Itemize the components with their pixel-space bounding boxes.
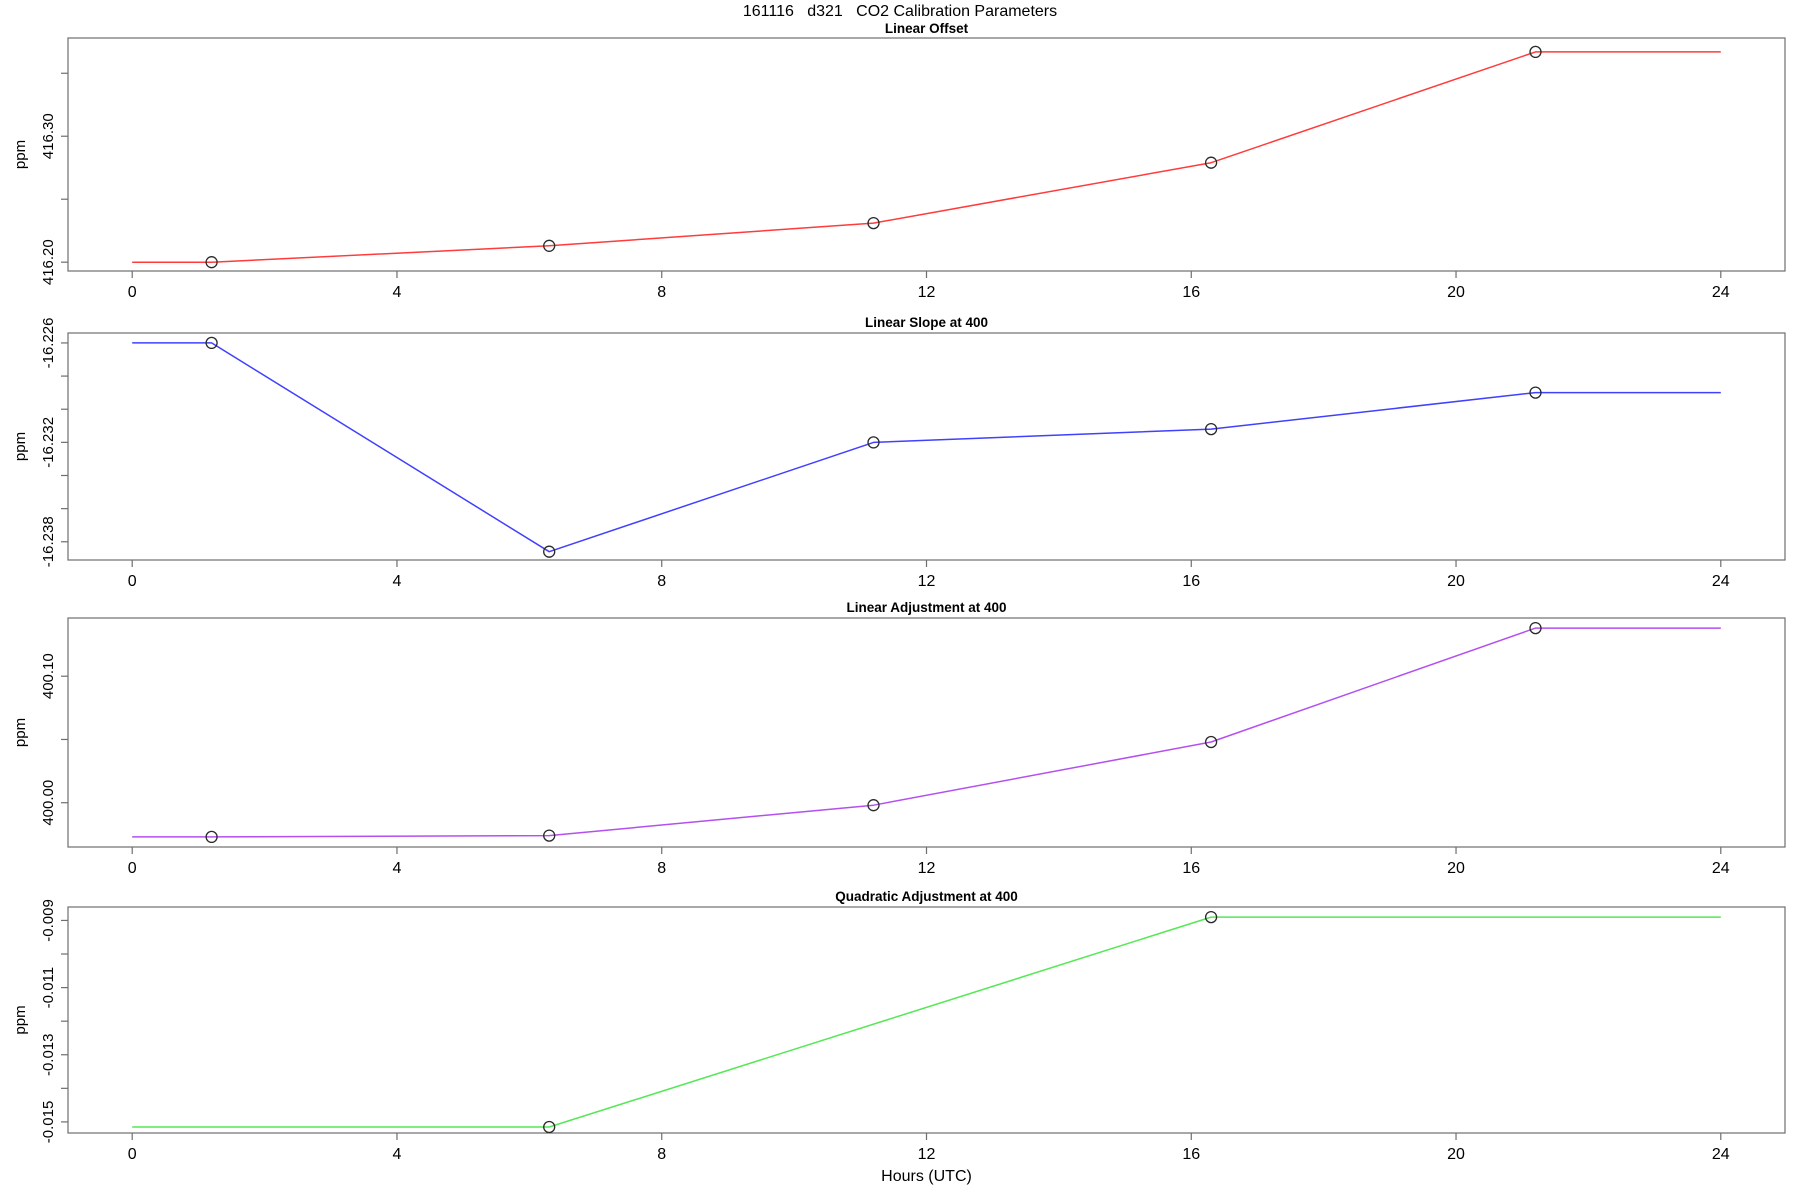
y-tick-label: 416.20 [40, 239, 57, 285]
panel-title-quadratic-adjustment: Quadratic Adjustment at 400 [835, 889, 1018, 904]
y-tick-label: 400.00 [40, 780, 57, 826]
x-tick-label: 4 [393, 284, 402, 301]
data-point-marker [1204, 156, 1218, 169]
x-tick-label: 20 [1447, 573, 1465, 590]
x-tick-label: 24 [1712, 573, 1730, 590]
data-point-marker [1529, 621, 1542, 635]
plot-box [67, 617, 1786, 848]
data-point-marker [205, 336, 218, 350]
x-tick-label: 12 [918, 860, 936, 877]
data-point-marker [1529, 45, 1542, 59]
x-tick-label: 16 [1182, 284, 1200, 301]
x-axis-label: Hours (UTC) [881, 1168, 972, 1185]
x-tick-label: 4 [393, 860, 402, 877]
panel-title-linear-offset: Linear Offset [884, 21, 969, 36]
x-tick-label: 8 [657, 284, 666, 301]
x-tick-label: 8 [657, 573, 666, 590]
x-tick-label: 16 [1182, 573, 1200, 590]
y-axis-title: ppm [12, 718, 29, 747]
y-tick-label: 416.30 [40, 113, 57, 159]
data-point-marker [867, 216, 880, 230]
main-title: 161116 d321 CO2 Calibration Parameters [742, 3, 1058, 20]
data-point-marker [205, 256, 218, 269]
plot-box [67, 906, 1786, 1134]
data-point-marker [1204, 735, 1218, 749]
x-tick-label: 12 [918, 1146, 936, 1163]
data-point-marker [867, 436, 880, 449]
panel-title-linear-adjustment: Linear Adjustment at 400 [846, 600, 1007, 615]
x-tick-label: 4 [393, 573, 402, 590]
data-point-marker [543, 829, 556, 842]
y-axis-title: ppm [12, 432, 29, 461]
series-line [132, 342, 1721, 553]
x-tick-label: 8 [657, 860, 666, 877]
x-tick-label: 0 [128, 284, 137, 301]
data-point-marker [867, 799, 880, 812]
x-tick-label: 20 [1447, 860, 1465, 877]
data-point-marker [205, 830, 218, 844]
x-tick-label: 4 [393, 1146, 402, 1163]
series-line [132, 627, 1721, 838]
x-tick-label: 0 [128, 1146, 137, 1163]
y-tick-label: -0.015 [40, 1101, 57, 1144]
y-axis-title: ppm [12, 1005, 29, 1034]
data-point-marker [543, 1120, 556, 1134]
x-tick-label: 16 [1182, 860, 1200, 877]
data-point-marker [543, 239, 556, 252]
data-point-marker [1529, 386, 1542, 399]
data-point-marker [1204, 422, 1218, 436]
panel-title-linear-slope: Linear Slope at 400 [864, 315, 989, 330]
x-tick-label: 0 [128, 573, 137, 590]
y-tick-label: 400.10 [40, 653, 57, 699]
x-tick-label: 16 [1182, 1146, 1200, 1163]
x-tick-label: 12 [918, 573, 936, 590]
x-tick-label: 0 [128, 860, 137, 877]
data-point-marker [543, 545, 556, 558]
x-tick-label: 12 [918, 284, 936, 301]
data-point-marker [1204, 910, 1218, 924]
y-tick-label: -0.009 [40, 899, 57, 942]
x-tick-label: 24 [1712, 284, 1730, 301]
y-tick-label: -0.011 [40, 967, 57, 1008]
x-tick-label: 8 [657, 1146, 666, 1163]
plot-box [67, 37, 1786, 272]
x-tick-label: 20 [1447, 1146, 1465, 1163]
x-tick-label: 24 [1712, 860, 1730, 877]
series-line [132, 51, 1721, 263]
y-axis-title: ppm [12, 140, 29, 169]
x-tick-label: 20 [1447, 284, 1465, 301]
y-tick-label: -16.232 [40, 417, 57, 468]
y-tick-label: -16.226 [40, 318, 57, 369]
series-line [132, 916, 1721, 1128]
plot-box [67, 332, 1786, 561]
x-tick-label: 24 [1712, 1146, 1730, 1163]
y-tick-label: -16.238 [40, 516, 57, 567]
y-tick-label: -0.013 [40, 1033, 57, 1076]
